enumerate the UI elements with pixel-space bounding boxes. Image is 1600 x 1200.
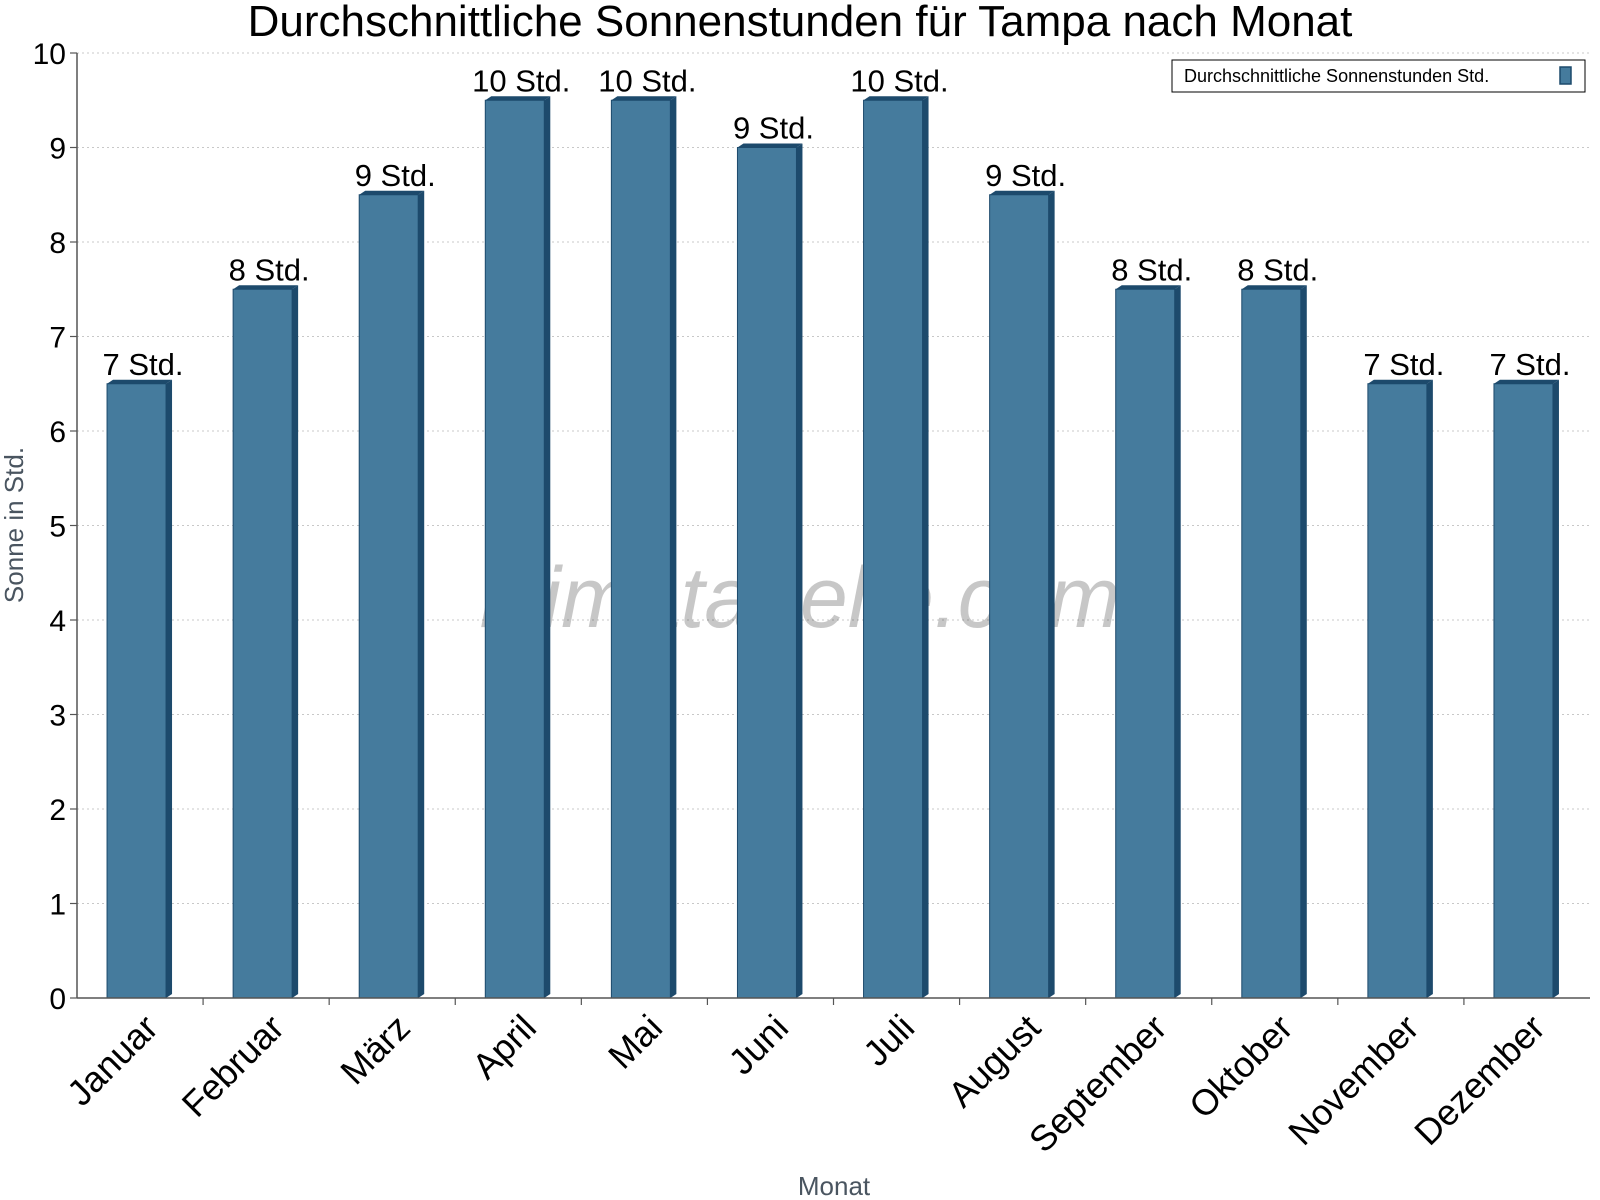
- x-tick-label: November: [1280, 1007, 1426, 1153]
- bar: [1241, 288, 1302, 999]
- y-axis-label: Sonne in Std.: [0, 447, 29, 603]
- y-tick-label: 6: [49, 416, 66, 449]
- legend: Durchschnittliche Sonnenstunden Std.: [1171, 59, 1586, 93]
- bar-top: [1367, 379, 1433, 384]
- data-label: 8 Std.: [1237, 252, 1318, 287]
- data-label: 10 Std.: [472, 63, 570, 98]
- bar: [106, 383, 167, 999]
- bar: [989, 194, 1050, 999]
- data-label: 9 Std.: [733, 111, 814, 146]
- x-tick-label: September: [1021, 1007, 1175, 1161]
- legend-label: Durchschnittliche Sonnenstunden Std.: [1184, 66, 1489, 86]
- x-tick-label: Juli: [855, 1007, 922, 1074]
- x-tick-label: April: [464, 1007, 544, 1087]
- bar: [1493, 383, 1554, 999]
- y-tick-label: 0: [49, 983, 66, 1016]
- bar-top: [611, 96, 677, 101]
- x-tick-label: Mai: [600, 1007, 670, 1077]
- bar-top: [863, 96, 929, 101]
- bar-side: [544, 96, 551, 998]
- y-tick-label: 10: [33, 38, 66, 71]
- bar-series: [106, 96, 1559, 999]
- data-label: 9 Std.: [355, 158, 436, 193]
- bar: [863, 99, 924, 999]
- bar: [358, 194, 419, 999]
- x-tick-label: Januar: [59, 1007, 166, 1114]
- chart-title: Durchschnittliche Sonnenstunden für Tamp…: [248, 0, 1353, 46]
- bar-side: [922, 96, 929, 998]
- bar-side: [166, 379, 173, 998]
- x-tick-label: März: [332, 1007, 418, 1093]
- bar-side: [1552, 379, 1559, 998]
- bar-side: [1174, 285, 1181, 998]
- bar: [232, 288, 293, 999]
- y-tick-label: 2: [49, 794, 66, 827]
- bar-top: [1241, 285, 1307, 290]
- bar-side: [1300, 285, 1307, 998]
- data-label: 9 Std.: [985, 158, 1066, 193]
- bar-top: [989, 190, 1055, 195]
- data-label: 10 Std.: [850, 63, 948, 98]
- data-labels: 7 Std. 8 Std. 9 Std. 10 Std. 10 Std. 9 Std. 10…: [103, 63, 1571, 382]
- bar-side: [418, 190, 425, 998]
- data-label: 7 Std.: [103, 347, 184, 382]
- bar: [736, 147, 797, 999]
- bar-top: [737, 143, 803, 148]
- y-tick-label: 3: [49, 700, 66, 733]
- y-tick-label: 1: [49, 889, 66, 922]
- x-tick-label: Februar: [174, 1007, 292, 1125]
- data-label: 10 Std.: [598, 63, 696, 98]
- data-label: 7 Std.: [1489, 347, 1570, 382]
- bar-top: [107, 379, 173, 384]
- data-label: 8 Std.: [229, 252, 310, 287]
- bar-top: [359, 190, 425, 195]
- data-label: 7 Std.: [1363, 347, 1444, 382]
- bar-side: [670, 96, 677, 998]
- bar-side: [1426, 379, 1433, 998]
- bar-top: [1115, 285, 1181, 290]
- bar-top: [485, 96, 551, 101]
- bar: [610, 99, 671, 999]
- bar-side: [796, 143, 803, 998]
- y-tick-label: 4: [49, 605, 66, 638]
- data-label: 8 Std.: [1111, 252, 1192, 287]
- x-axis-label: Monat: [798, 1171, 871, 1200]
- bar-top: [1493, 379, 1559, 384]
- bar: [484, 99, 545, 999]
- bar-top: [233, 285, 299, 290]
- legend-swatch: [1559, 66, 1572, 85]
- grid-lines: [77, 52, 1590, 904]
- x-tick-label: Oktober: [1181, 1007, 1301, 1127]
- x-tick-label: August: [940, 1007, 1048, 1115]
- x-tick-label: Dezember: [1406, 1007, 1552, 1153]
- y-tick-label: 5: [49, 511, 66, 544]
- bar: [1367, 383, 1428, 999]
- y-tick-label: 8: [49, 227, 66, 260]
- y-tick-label: 9: [49, 133, 66, 166]
- bar-side: [292, 285, 299, 998]
- y-tick-label: 7: [49, 322, 66, 355]
- bar-side: [1048, 190, 1055, 998]
- x-tick-label: Juni: [720, 1007, 796, 1083]
- legend-box: [1171, 59, 1586, 93]
- bar: [1115, 288, 1176, 999]
